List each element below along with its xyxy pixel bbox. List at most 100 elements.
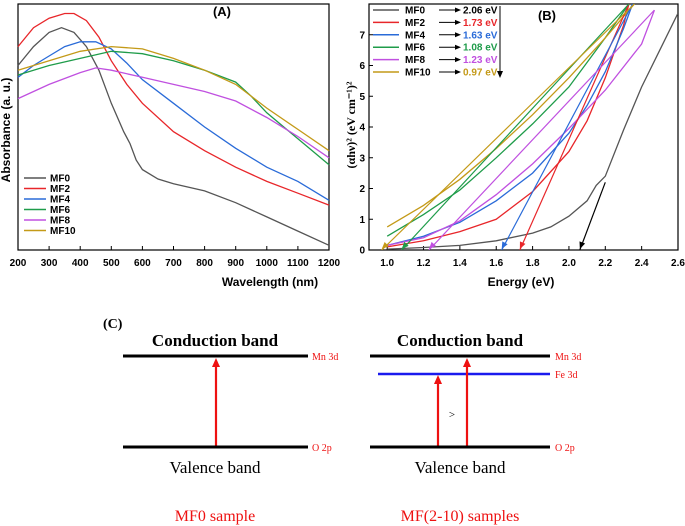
left-caption: MF0 sample — [175, 508, 255, 525]
panel-a-x-tick-label: 500 — [103, 258, 120, 269]
panel-b-x-tick-label: 1.2 — [417, 258, 431, 269]
panel-a-x-tick-label: 1000 — [256, 258, 279, 269]
panel-b-y-tick-label: 5 — [359, 92, 365, 103]
panel-b-x-tick-label: 2.4 — [635, 258, 649, 269]
panel-b-y-tick-label: 1 — [359, 215, 365, 226]
panel-b-tangent-arrowhead — [401, 241, 409, 249]
panel-b-tangent-arrowhead — [381, 241, 389, 249]
panel-b-legend-pointer-head — [455, 69, 461, 75]
panel-a-legend-label: MF4 — [50, 195, 70, 206]
left-arrow-head — [212, 358, 220, 367]
panel-b-x-tick-label: 1.4 — [453, 258, 467, 269]
panel-b-band-gap-value: 1.08 eV — [463, 43, 498, 54]
right-mn-3d-label: Mn 3d — [555, 352, 581, 363]
panel-b-y-tick-label: 4 — [359, 123, 365, 134]
panel-a-legend-label: MF6 — [50, 205, 70, 216]
panel-a-legend-label: MF2 — [50, 184, 70, 195]
panel-b-band-gap-value: 0.97 eV — [463, 68, 498, 79]
panel-b-legend-label: MF8 — [405, 55, 425, 66]
panel-b-tangent-arrowhead — [428, 241, 436, 249]
panel-a-series-mf8 — [17, 67, 330, 159]
panel-b-x-axis-label: Energy (eV) — [488, 275, 555, 289]
panel-b-plot-area — [381, 4, 678, 250]
panel-b-label: (B) — [538, 8, 556, 23]
panel-a-x-tick-label: 400 — [72, 258, 89, 269]
panel-b-x-tick-label: 2.2 — [598, 258, 612, 269]
panel-b-tangent-mf8 — [428, 9, 655, 250]
panel-a-x-axis-label: Wavelength (nm) — [222, 275, 318, 289]
panel-b-tangent-mf0 — [579, 182, 606, 250]
panel-b-y-tick-label: 3 — [359, 153, 365, 164]
panel-c-band-diagram: (C) Conduction band Mn 3d O 2p Valence b… — [103, 317, 581, 525]
panel-b-tangent-mf4 — [501, 4, 634, 250]
panel-b-x-tick-label: 1.8 — [526, 258, 540, 269]
panel-b-x-tick-label: 1.0 — [380, 258, 394, 269]
panel-b-legend-pointer-head — [455, 32, 461, 38]
panel-b-legend-pointer-head — [455, 57, 461, 63]
panel-b-band-gap-value: 1.23 eV — [463, 55, 498, 66]
panel-a-x-tick-label: 800 — [196, 258, 213, 269]
panel-a-x-tick-label: 900 — [227, 258, 244, 269]
panel-b-y-tick-label: 7 — [359, 30, 365, 41]
panel-b-band-gap-value: 1.63 eV — [463, 30, 498, 41]
right-fe-3d-label: Fe 3d — [555, 370, 578, 381]
panel-a-legend-label: MF10 — [50, 226, 76, 237]
panel-a-series-mf4 — [17, 41, 330, 201]
right-o-2p-label: O 2p — [555, 443, 575, 454]
panel-b-tangent-mf10 — [381, 4, 635, 250]
panel-b-y-tick-label: 2 — [359, 184, 365, 195]
panel-b-series-mf8 — [387, 9, 656, 247]
panel-b-legend-pointer-head — [455, 7, 461, 13]
panel-a-series-mf6 — [17, 50, 330, 166]
panel-a-y-axis-label: Absorbance (a. u.) — [0, 78, 13, 183]
panel-b-tauc-plot: (B) Energy (eV) (αhν)² (eV cm⁻¹)² 1.0 1.2… — [344, 3, 685, 289]
panel-a-series-mf10 — [17, 45, 330, 152]
panel-b-series-mf0 — [387, 12, 678, 250]
panel-b-tangent-arrowhead — [579, 241, 586, 249]
panel-b-legend-pointer-head — [455, 44, 461, 50]
right-caption: MF(2-10) samples — [401, 508, 520, 525]
panel-a-x-tick-label: 1100 — [287, 258, 309, 269]
panel-b-tangent-arrowhead — [501, 241, 508, 249]
panel-a-legend-label: MF0 — [50, 174, 70, 185]
left-valence-band-label: Valence band — [169, 458, 261, 477]
left-o-2p-label: O 2p — [312, 443, 332, 454]
panel-b-tangent-arrowhead — [519, 241, 526, 249]
panel-b-legend-label: MF4 — [405, 30, 425, 41]
right-long-arrow-head — [463, 358, 471, 367]
left-conduction-band-label: Conduction band — [152, 331, 279, 350]
panel-b-y-axis-label: (αhν)² (eV cm⁻¹)² — [344, 81, 358, 168]
panel-b-legend-label: MF6 — [405, 43, 425, 54]
panel-b-band-gap-value: 2.06 eV — [463, 6, 498, 17]
panel-a-x-tick-label: 1200 — [318, 258, 341, 269]
panel-a-label: (A) — [213, 4, 231, 19]
panel-b-x-tick-label: 2.0 — [562, 258, 576, 269]
panel-b-legend-label: MF0 — [405, 6, 425, 17]
panel-b-legend-label: MF2 — [405, 18, 425, 29]
panel-a-x-tick-label: 700 — [165, 258, 182, 269]
panel-b-series-mf10 — [386, 4, 635, 228]
right-short-arrow-head — [434, 375, 442, 384]
panel-b-y-tick-label: 0 — [359, 246, 365, 257]
panel-a-x-tick-label: 200 — [10, 258, 27, 269]
right-conduction-band-label: Conduction band — [397, 331, 524, 350]
panel-b-legend-label: MF10 — [405, 68, 431, 79]
panel-c-label: (C) — [103, 317, 123, 332]
panel-b-x-tick-label: 1.6 — [489, 258, 503, 269]
left-mn-3d-label: Mn 3d — [312, 352, 338, 363]
panel-b-series-mf6 — [386, 4, 630, 237]
panel-b-y-tick-label: 6 — [359, 61, 365, 72]
panel-a-absorbance-chart: (A) Wavelength (nm) Absorbance (a. u.) 2… — [0, 3, 341, 289]
right-comparison-symbol: > — [449, 409, 455, 421]
panel-b-x-tick-label: 2.6 — [671, 258, 685, 269]
panel-b-band-gap-value: 1.73 eV — [463, 18, 498, 29]
panel-a-x-tick-label: 600 — [134, 258, 151, 269]
panel-a-x-tick-label: 300 — [41, 258, 58, 269]
panel-b-legend-pointer-head — [455, 19, 461, 25]
panel-b-legend-trend-arrowhead — [497, 71, 503, 78]
right-valence-band-label: Valence band — [414, 458, 506, 477]
panel-b-tangent-mf6 — [401, 4, 630, 250]
panel-a-legend-label: MF8 — [50, 216, 70, 227]
panel-a-series-mf0 — [17, 27, 330, 246]
